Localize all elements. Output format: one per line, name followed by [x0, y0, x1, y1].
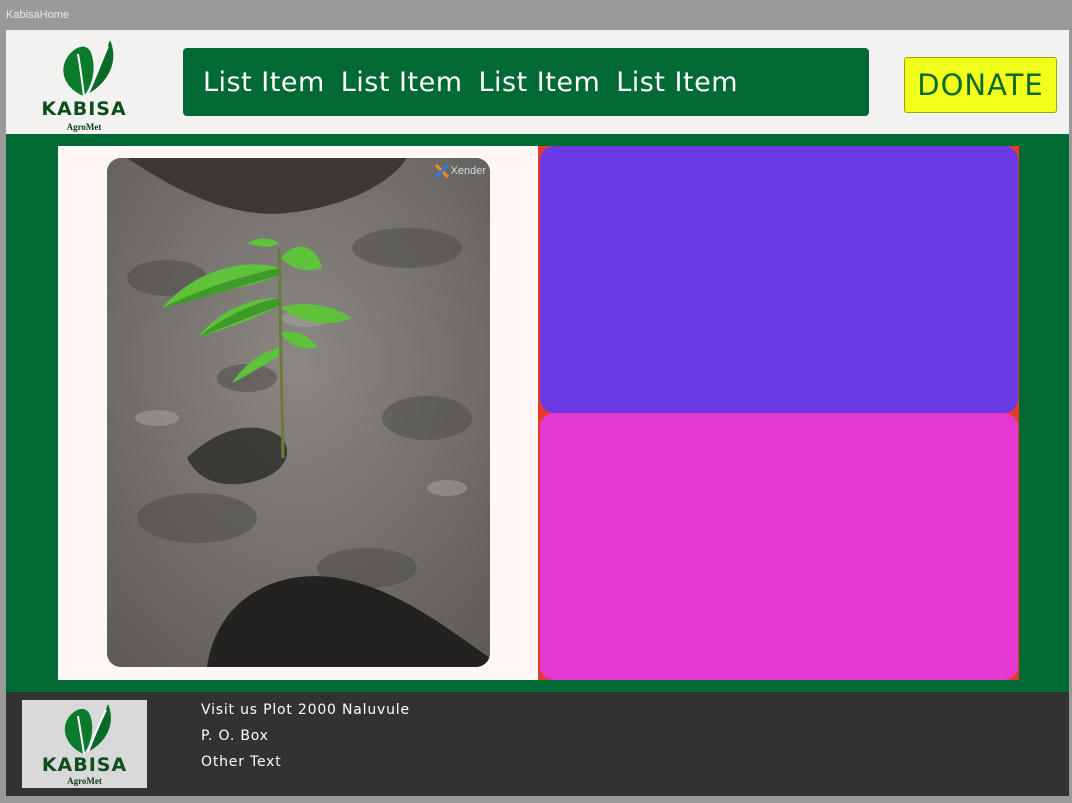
app-frame: KABISA AgroMet List Item List Item List … — [6, 30, 1069, 796]
nav-item-1[interactable]: List Item — [203, 66, 325, 98]
seedling-image — [107, 158, 490, 667]
brand-name: KABISA — [41, 98, 127, 120]
main-content: Xender — [6, 134, 1069, 692]
header: KABISA AgroMet List Item List Item List … — [6, 30, 1069, 134]
watermark-text: Xender — [450, 165, 486, 177]
seedling-photo: Xender — [107, 158, 490, 667]
footer-brand-tagline: AgroMet — [67, 776, 102, 786]
nav-item-2[interactable]: List Item — [340, 66, 463, 98]
footer-info: Visit us Plot 2000 Naluvule P. O. Box Ot… — [201, 702, 410, 780]
leaf-icon — [63, 40, 114, 97]
footer-logo[interactable]: KABISA AgroMet — [22, 700, 147, 788]
photo-panel: Xender — [58, 146, 538, 680]
footer-po-box: P. O. Box — [201, 728, 269, 744]
xender-watermark: Xender — [434, 164, 486, 178]
brand-logo[interactable]: KABISA AgroMet — [34, 36, 134, 132]
right-panel — [538, 146, 1019, 680]
xender-icon — [434, 164, 449, 178]
nav-item-4[interactable]: List Item — [616, 66, 738, 98]
footer-brand-name: KABISA — [41, 754, 128, 776]
footer: KABISA AgroMet Visit us Plot 2000 Naluvu… — [6, 692, 1069, 796]
footer-leaf-icon — [64, 704, 111, 755]
feature-card-bottom[interactable] — [540, 413, 1018, 680]
window-title: KabisaHome — [6, 9, 69, 21]
main-nav: List Item List Item List Item List Item — [183, 48, 869, 116]
donate-button[interactable]: DONATE — [904, 57, 1057, 113]
feature-card-top[interactable] — [540, 146, 1018, 413]
footer-other-text: Other Text — [201, 754, 282, 770]
brand-tagline: AgroMet — [66, 122, 102, 132]
nav-item-3[interactable]: List Item — [478, 66, 601, 98]
footer-address: Visit us Plot 2000 Naluvule — [201, 702, 410, 718]
